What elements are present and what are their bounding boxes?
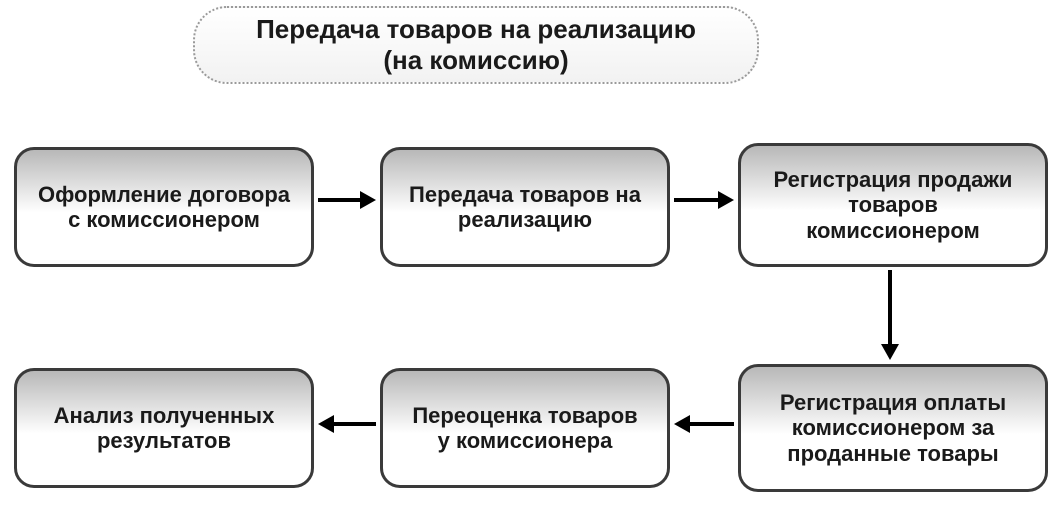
flow-node-n6: Анализ полученныхрезультатов (14, 368, 314, 488)
flow-node-label: Оформление договорас комиссионером (38, 182, 290, 233)
flow-node-label: Регистрация продажитоваровкомиссионером (774, 167, 1013, 243)
flow-node-label: Переоценка товарову комиссионера (412, 403, 637, 454)
flow-node-label: Регистрация оплатыкомиссионером запродан… (780, 390, 1006, 466)
flow-node-label: Передача товаров нареализацию (409, 182, 641, 233)
diagram-title-line2: (на комиссию) (383, 45, 568, 76)
flow-arrow-a1 (318, 190, 376, 210)
flow-arrow-a3 (880, 270, 900, 360)
diagram-title-line1: Передача товаров на реализацию (256, 14, 696, 45)
flow-node-n5: Переоценка товарову комиссионера (380, 368, 670, 488)
flow-arrow-a4 (674, 414, 734, 434)
diagram-title: Передача товаров на реализацию (на комис… (193, 6, 759, 84)
flow-node-n1: Оформление договорас комиссионером (14, 147, 314, 267)
flow-arrow-a5 (318, 414, 376, 434)
flow-node-n3: Регистрация продажитоваровкомиссионером (738, 143, 1048, 267)
flow-node-label: Анализ полученныхрезультатов (54, 403, 275, 454)
flow-node-n4: Регистрация оплатыкомиссионером запродан… (738, 364, 1048, 492)
flow-node-n2: Передача товаров нареализацию (380, 147, 670, 267)
flow-arrow-a2 (674, 190, 734, 210)
